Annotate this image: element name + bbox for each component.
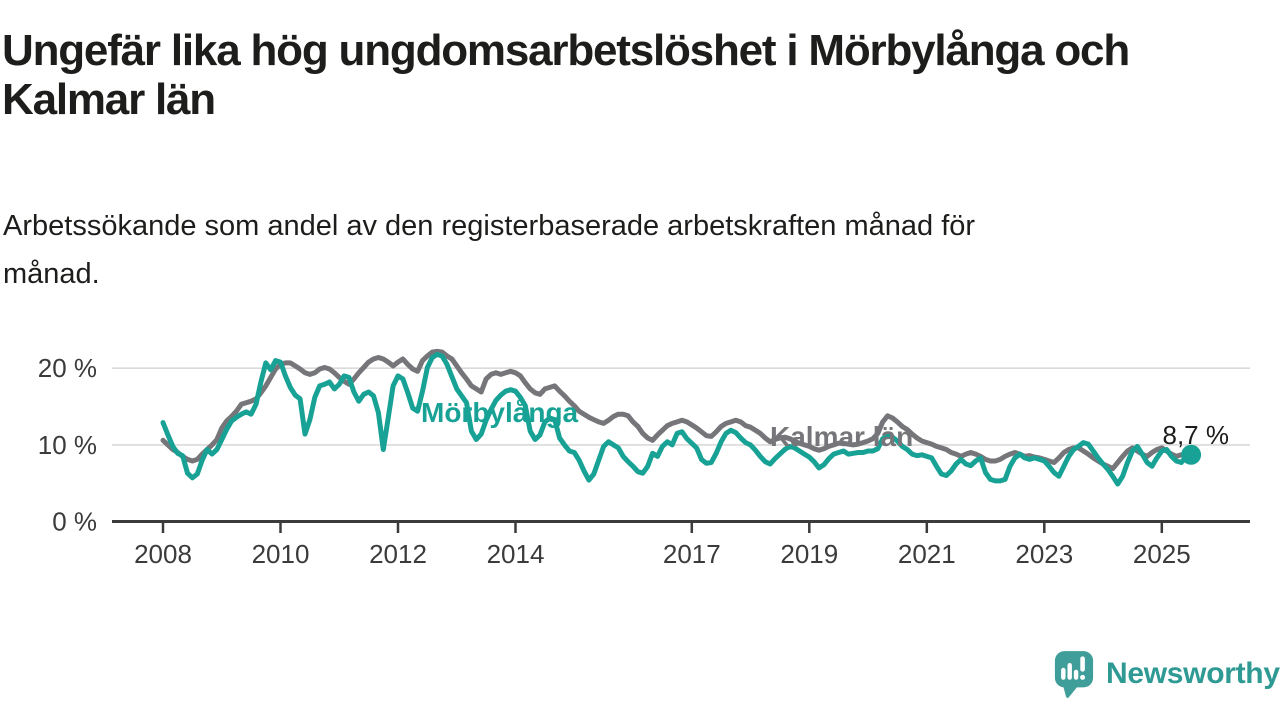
- chart-title-line-1: Ungefär lika hög ungdomsarbetslöshet i M…: [2, 26, 1130, 75]
- newsworthy-logo-icon: [1054, 651, 1094, 698]
- x-axis-tick-label: 2010: [252, 539, 310, 569]
- newsworthy-wordmark: Newsworthy: [1106, 657, 1280, 690]
- y-axis-tick-label: 20 %: [38, 353, 97, 383]
- x-axis-tick-label: 2021: [898, 539, 956, 569]
- y-axis-tick-label: 0 %: [52, 507, 97, 537]
- x-axis-tick-label: 2008: [134, 539, 192, 569]
- chart-subtitle-line-1: Arbetssökande som andel av den registerb…: [3, 210, 976, 242]
- series-label-morbylanga: Mörbylånga: [421, 397, 579, 428]
- x-axis-tick-label: 2019: [780, 539, 838, 569]
- chart-title: Ungefär lika hög ungdomsarbetslöshet i M…: [2, 26, 1278, 124]
- x-axis-tick-label: 2014: [487, 539, 545, 569]
- x-axis-tick-label: 2012: [369, 539, 427, 569]
- latest-value-dot: [1181, 444, 1202, 465]
- chart-title-line-2: Kalmar län: [2, 75, 216, 124]
- x-axis-tick-label: 2025: [1133, 539, 1191, 569]
- y-axis-tick-label: 10 %: [38, 430, 97, 460]
- latest-value-label: 8,7 %: [1162, 420, 1230, 450]
- chart-subtitle-line-2: månad.: [3, 258, 100, 290]
- chart-subtitle: Arbetssökande som andel av den registerb…: [3, 202, 1203, 298]
- x-axis-tick-label: 2023: [1015, 539, 1073, 569]
- x-axis-tick-label: 2017: [663, 539, 721, 569]
- series-line-morbylanga: [160, 351, 1194, 487]
- newsworthy-branding: Newsworthy: [1053, 649, 1280, 699]
- series-label-kalmar: Kalmar län: [770, 421, 914, 452]
